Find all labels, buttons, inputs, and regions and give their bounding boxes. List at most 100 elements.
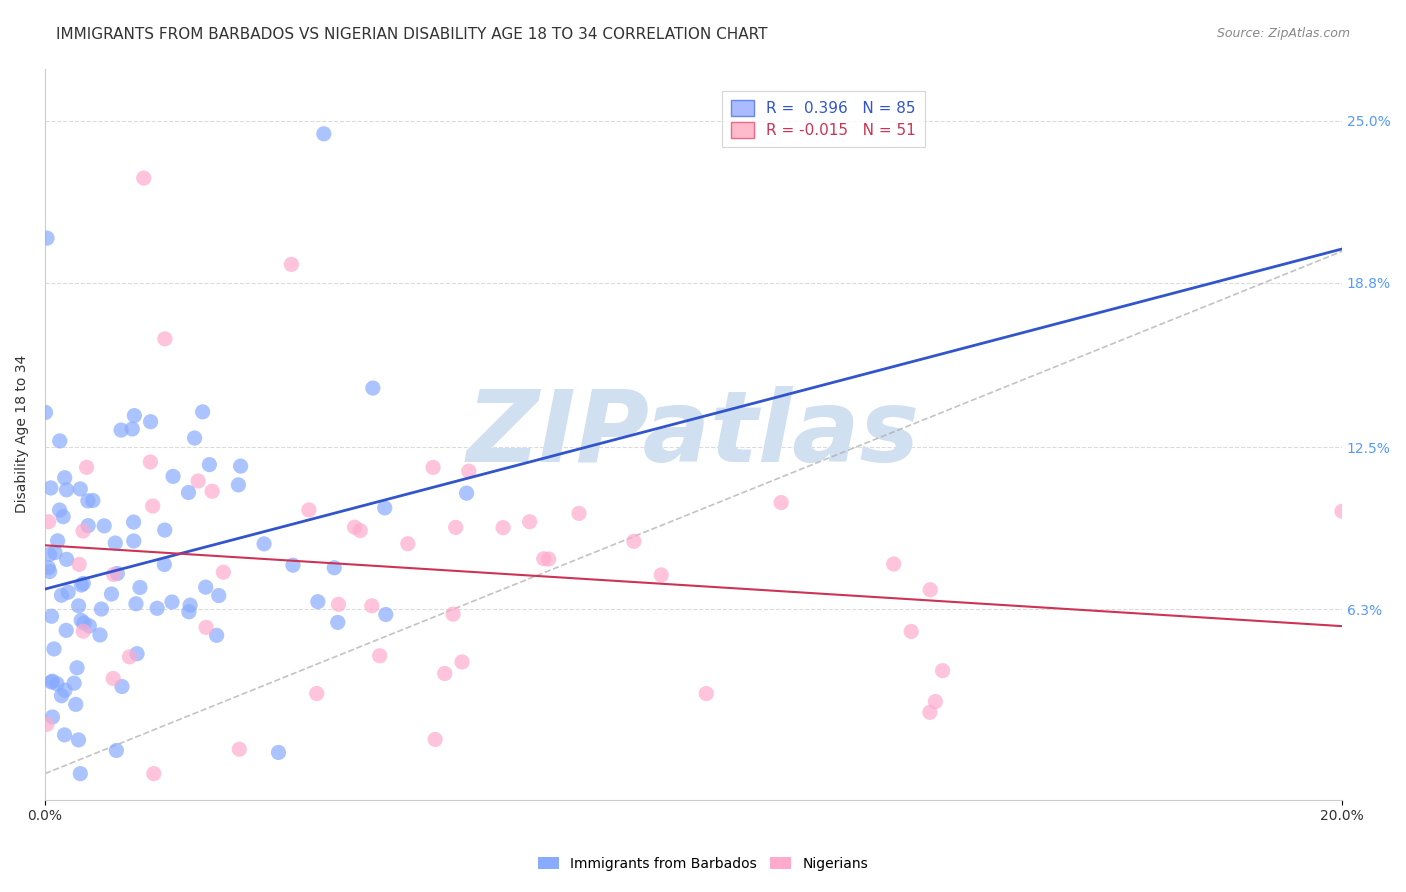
Immigrants from Barbados — [281, 558, 304, 573]
Nigerians — [212, 565, 235, 579]
Immigrants from Barbados — [41, 674, 63, 689]
Nigerians — [918, 706, 941, 720]
Nigerians — [305, 686, 328, 700]
Nigerians — [118, 649, 141, 664]
Immigrants from Barbados — [53, 728, 76, 742]
Immigrants from Barbados — [323, 560, 346, 574]
Immigrants from Barbados — [160, 595, 183, 609]
Immigrants from Barbados — [361, 381, 384, 395]
Nigerians — [142, 766, 165, 780]
Immigrants from Barbados — [79, 619, 101, 633]
Nigerians — [883, 557, 905, 571]
Nigerians — [72, 624, 94, 639]
Immigrants from Barbados — [191, 405, 214, 419]
Nigerians — [695, 687, 717, 701]
Immigrants from Barbados — [35, 231, 58, 245]
Nigerians — [153, 332, 176, 346]
Nigerians — [451, 655, 474, 669]
Immigrants from Barbados — [125, 647, 148, 661]
Nigerians — [76, 460, 98, 475]
Immigrants from Barbados — [267, 746, 290, 760]
Immigrants from Barbados — [124, 409, 146, 423]
Nigerians — [568, 507, 591, 521]
Nigerians — [920, 582, 942, 597]
Immigrants from Barbados — [100, 587, 122, 601]
Immigrants from Barbados — [90, 602, 112, 616]
Nigerians — [343, 520, 366, 534]
Immigrants from Barbados — [228, 478, 250, 492]
Nigerians — [533, 551, 555, 566]
Nigerians — [368, 648, 391, 663]
Immigrants from Barbados — [41, 710, 63, 724]
Immigrants from Barbados — [374, 607, 396, 622]
Immigrants from Barbados — [51, 588, 73, 602]
Nigerians — [228, 742, 250, 756]
Immigrants from Barbados — [73, 616, 96, 631]
Immigrants from Barbados — [77, 518, 100, 533]
Immigrants from Barbados — [198, 458, 221, 472]
Immigrants from Barbados — [104, 536, 127, 550]
Immigrants from Barbados — [41, 609, 63, 624]
Text: Source: ZipAtlas.com: Source: ZipAtlas.com — [1216, 27, 1350, 40]
Nigerians — [519, 515, 541, 529]
Immigrants from Barbados — [326, 615, 349, 630]
Nigerians — [72, 524, 94, 538]
Nigerians — [132, 171, 155, 186]
Nigerians — [650, 568, 672, 582]
Immigrants from Barbados — [153, 523, 176, 537]
Immigrants from Barbados — [89, 628, 111, 642]
Nigerians — [201, 484, 224, 499]
Nigerians — [328, 597, 350, 611]
Immigrants from Barbados — [70, 614, 93, 628]
Immigrants from Barbados — [55, 552, 77, 566]
Nigerians — [360, 599, 382, 613]
Immigrants from Barbados — [52, 509, 75, 524]
Legend: Immigrants from Barbados, Nigerians: Immigrants from Barbados, Nigerians — [533, 851, 873, 876]
Immigrants from Barbados — [38, 547, 60, 561]
Immigrants from Barbados — [41, 675, 63, 690]
Immigrants from Barbados — [46, 677, 69, 691]
Immigrants from Barbados — [205, 628, 228, 642]
Immigrants from Barbados — [105, 743, 128, 757]
Nigerians — [298, 503, 321, 517]
Immigrants from Barbados — [51, 689, 73, 703]
Immigrants from Barbados — [39, 481, 62, 495]
Nigerians — [35, 717, 58, 731]
Nigerians — [422, 460, 444, 475]
Immigrants from Barbados — [374, 500, 396, 515]
Immigrants from Barbados — [46, 533, 69, 548]
Immigrants from Barbados — [38, 565, 60, 579]
Immigrants from Barbados — [208, 589, 231, 603]
Immigrants from Barbados — [63, 676, 86, 690]
Legend: R =  0.396   N = 85, R = -0.015   N = 51: R = 0.396 N = 85, R = -0.015 N = 51 — [721, 91, 925, 147]
Immigrants from Barbados — [146, 601, 169, 615]
Immigrants from Barbados — [177, 485, 200, 500]
Immigrants from Barbados — [34, 405, 56, 419]
Immigrants from Barbados — [93, 519, 115, 533]
Immigrants from Barbados — [37, 560, 59, 574]
Text: IMMIGRANTS FROM BARBADOS VS NIGERIAN DISABILITY AGE 18 TO 34 CORRELATION CHART: IMMIGRANTS FROM BARBADOS VS NIGERIAN DIS… — [56, 27, 768, 42]
Immigrants from Barbados — [183, 431, 205, 445]
Immigrants from Barbados — [67, 732, 90, 747]
Nigerians — [1330, 504, 1353, 518]
Nigerians — [492, 521, 515, 535]
Nigerians — [67, 558, 90, 572]
Immigrants from Barbados — [179, 598, 201, 612]
Immigrants from Barbados — [65, 698, 87, 712]
Nigerians — [924, 695, 946, 709]
Immigrants from Barbados — [55, 483, 77, 497]
Nigerians — [38, 515, 60, 529]
Immigrants from Barbados — [53, 471, 76, 485]
Y-axis label: Disability Age 18 to 34: Disability Age 18 to 34 — [15, 355, 30, 513]
Immigrants from Barbados — [139, 415, 162, 429]
Immigrants from Barbados — [121, 422, 143, 436]
Immigrants from Barbados — [42, 642, 65, 657]
Immigrants from Barbados — [70, 578, 93, 592]
Immigrants from Barbados — [177, 605, 200, 619]
Nigerians — [349, 524, 371, 538]
Text: ZIPatlas: ZIPatlas — [467, 385, 920, 483]
Immigrants from Barbados — [122, 515, 145, 529]
Immigrants from Barbados — [48, 434, 70, 448]
Nigerians — [457, 464, 479, 478]
Immigrants from Barbados — [53, 683, 76, 698]
